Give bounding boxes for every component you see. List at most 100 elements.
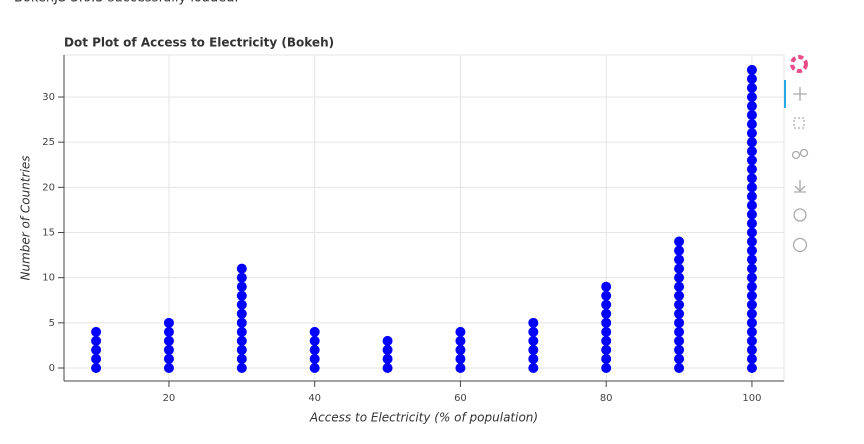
dot <box>746 182 757 193</box>
dot <box>674 245 685 256</box>
dot <box>746 317 757 328</box>
dot <box>601 299 612 310</box>
y-tick-label: 10 <box>42 273 55 284</box>
dot <box>528 326 539 337</box>
dot <box>746 308 757 319</box>
dot <box>746 254 757 265</box>
pan-tool[interactable] <box>793 87 807 101</box>
dot <box>746 119 757 130</box>
dot <box>163 317 174 328</box>
dot <box>236 353 247 364</box>
dot <box>746 209 757 220</box>
dot <box>746 64 757 75</box>
chart-title: Dot Plot of Access to Electricity (Bokeh… <box>64 36 334 50</box>
dot <box>309 362 320 373</box>
y-tick-label: 5 <box>49 318 55 329</box>
dot <box>746 245 757 256</box>
dot <box>746 281 757 292</box>
dot <box>528 335 539 346</box>
dot <box>601 308 612 319</box>
dot <box>91 362 102 373</box>
dot <box>601 281 612 292</box>
dot <box>309 335 320 346</box>
dot <box>674 317 685 328</box>
wheel-zoom-tool-2 <box>799 148 809 158</box>
dot <box>601 326 612 337</box>
dot <box>746 263 757 274</box>
x-tick-label: 100 <box>742 393 761 404</box>
toolbar <box>784 55 809 253</box>
dot <box>746 344 757 355</box>
dot <box>746 128 757 139</box>
reset-tool[interactable] <box>793 208 807 222</box>
dot <box>746 173 757 184</box>
dot <box>236 290 247 301</box>
dot <box>309 353 320 364</box>
dot <box>674 362 685 373</box>
dot <box>674 344 685 355</box>
dot <box>746 200 757 211</box>
box-zoom-tool[interactable] <box>793 117 805 129</box>
dot <box>601 335 612 346</box>
dot <box>674 263 685 274</box>
dot <box>236 317 247 328</box>
dot <box>674 353 685 364</box>
help-tool[interactable] <box>792 237 808 253</box>
dot <box>674 308 685 319</box>
dot <box>528 344 539 355</box>
dot <box>746 137 757 148</box>
dot <box>163 353 174 364</box>
wheel-zoom-tool[interactable] <box>791 150 801 160</box>
dot <box>674 281 685 292</box>
notice: BokehJS 3.6.3 successfully loaded. <box>14 0 239 6</box>
x-tick-label: 80 <box>600 393 613 404</box>
dot <box>236 272 247 283</box>
dot <box>163 326 174 337</box>
dot <box>674 272 685 283</box>
dot <box>746 146 757 157</box>
dot <box>528 353 539 364</box>
dot <box>746 110 757 121</box>
dot <box>528 362 539 373</box>
dot <box>674 236 685 247</box>
dot <box>163 335 174 346</box>
dot <box>455 362 466 373</box>
dot <box>746 290 757 301</box>
y-tick-label: 15 <box>42 227 55 238</box>
dot <box>746 272 757 283</box>
dot <box>236 308 247 319</box>
dot <box>746 218 757 229</box>
dot <box>746 299 757 310</box>
dot <box>455 353 466 364</box>
dot <box>746 82 757 93</box>
dot <box>163 344 174 355</box>
x-tick-label: 40 <box>308 393 321 404</box>
dot <box>91 335 102 346</box>
bokeh-logo[interactable] <box>790 55 808 73</box>
dot <box>382 353 393 364</box>
dot <box>91 344 102 355</box>
x-axis-label: Access to Electricity (% of population) <box>309 411 538 425</box>
dot <box>528 317 539 328</box>
save-tool[interactable] <box>794 180 806 193</box>
dot <box>746 191 757 202</box>
y-tick-label: 25 <box>42 137 55 148</box>
dot <box>601 317 612 328</box>
dot <box>236 362 247 373</box>
dot <box>382 362 393 373</box>
dot <box>236 326 247 337</box>
dot <box>674 335 685 346</box>
dot <box>236 344 247 355</box>
dot <box>163 362 174 373</box>
dot <box>746 92 757 103</box>
x-tick-label: 60 <box>454 393 467 404</box>
plot-area: 20 40 60 80 100 0 5 10 15 20 25 30 <box>42 54 785 404</box>
y-tick-label: 0 <box>49 363 55 374</box>
dot <box>746 155 757 166</box>
dot <box>746 227 757 238</box>
dot <box>236 281 247 292</box>
dot <box>746 236 757 247</box>
dot <box>746 164 757 175</box>
dot <box>746 326 757 337</box>
